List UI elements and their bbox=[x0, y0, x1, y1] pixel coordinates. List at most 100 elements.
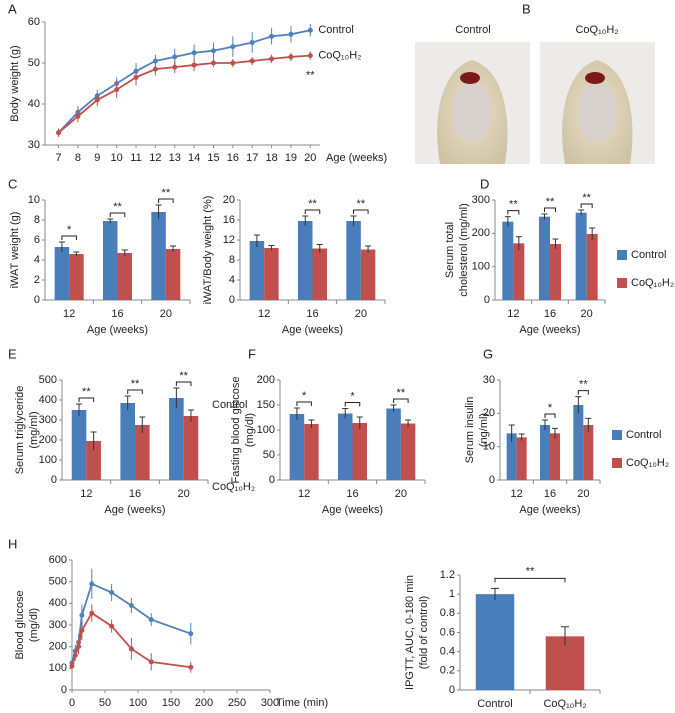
bracket bbox=[577, 390, 589, 395]
legend-swatch bbox=[617, 278, 627, 288]
panel-letter: E bbox=[8, 346, 17, 361]
panel-letter: F bbox=[248, 346, 256, 361]
point bbox=[191, 62, 197, 68]
bracket bbox=[78, 397, 95, 402]
y-tick-label: 2 bbox=[34, 274, 40, 286]
x-tick-label: 16 bbox=[544, 488, 556, 500]
x-tick-label: 12 bbox=[258, 308, 270, 320]
bar bbox=[289, 414, 305, 480]
y-tick-label: 30 bbox=[483, 374, 495, 386]
bracket bbox=[353, 209, 369, 214]
significance: ** bbox=[113, 201, 122, 213]
significance: ** bbox=[179, 370, 188, 382]
point bbox=[307, 53, 313, 59]
annotation: ** bbox=[306, 70, 315, 82]
x-tick-label: 12 bbox=[149, 152, 161, 164]
bracket bbox=[544, 207, 556, 212]
bar bbox=[502, 221, 514, 300]
bar bbox=[539, 216, 550, 300]
y-tick-label: 10 bbox=[28, 194, 40, 206]
y-tick-label: 100 bbox=[39, 454, 57, 466]
point bbox=[89, 581, 95, 587]
y-tick-label: 400 bbox=[39, 394, 57, 406]
series-line bbox=[57, 29, 311, 134]
x-tick-label: 20 bbox=[178, 488, 190, 500]
series-label: Control bbox=[212, 399, 247, 411]
photo bbox=[540, 42, 655, 164]
point bbox=[94, 97, 100, 103]
y-tick-label: 4 bbox=[34, 254, 40, 266]
bar bbox=[386, 408, 401, 480]
bracket bbox=[127, 389, 143, 394]
x-tick-label: 20 bbox=[304, 152, 316, 164]
y-tick-label: 10 bbox=[483, 441, 495, 453]
bracket bbox=[494, 577, 566, 583]
point bbox=[79, 612, 85, 618]
y-tick-label: 12 bbox=[223, 234, 235, 246]
legend-label: Control bbox=[631, 249, 666, 261]
panel-letter: C bbox=[8, 176, 17, 191]
panel-letter: H bbox=[8, 536, 17, 551]
significance: ** bbox=[526, 565, 535, 577]
point bbox=[114, 87, 120, 93]
bracket bbox=[61, 235, 77, 240]
bracket bbox=[296, 401, 312, 406]
point bbox=[188, 631, 194, 637]
bracket bbox=[158, 198, 174, 203]
significance: ** bbox=[82, 386, 91, 398]
point bbox=[230, 44, 236, 50]
bracket bbox=[344, 402, 361, 407]
significance: ** bbox=[131, 378, 140, 390]
significance: ** bbox=[546, 196, 555, 208]
series-label: CoQ₁₀H₂ bbox=[318, 50, 361, 62]
x-tick-label: 15 bbox=[207, 152, 219, 164]
x-tick-label: 13 bbox=[169, 152, 181, 164]
y-tick-label: 30 bbox=[28, 139, 40, 151]
legend-label: CoQ₁₀H₂ bbox=[631, 277, 674, 289]
bar bbox=[312, 248, 327, 300]
y-tick-label: 50 bbox=[263, 449, 275, 461]
point bbox=[152, 66, 158, 72]
bar bbox=[304, 424, 319, 480]
series-label: CoQ₁₀H₂ bbox=[212, 481, 255, 493]
point bbox=[72, 652, 78, 658]
y-tick-label: 40 bbox=[28, 98, 40, 110]
y-tick-label: 0.6 bbox=[440, 626, 455, 638]
y-axis-label: Fasting blood glucose bbox=[230, 376, 242, 483]
point bbox=[133, 74, 139, 80]
x-tick-label: 7 bbox=[55, 152, 61, 164]
y-tick-label: 400 bbox=[49, 597, 67, 609]
bar bbox=[117, 253, 132, 300]
bar bbox=[54, 247, 70, 300]
x-tick-label: 12 bbox=[507, 308, 519, 320]
point bbox=[249, 40, 255, 45]
x-tick-label: 16 bbox=[346, 488, 358, 500]
point bbox=[307, 27, 313, 33]
x-tick-label: 250 bbox=[228, 697, 246, 709]
point bbox=[89, 610, 95, 616]
bar bbox=[69, 254, 84, 300]
bar bbox=[165, 249, 181, 300]
y-tick-label: 4 bbox=[229, 274, 235, 286]
significance: * bbox=[67, 224, 72, 236]
y-axis-label: (ng/ml) bbox=[478, 413, 490, 447]
y-tick-label: 0 bbox=[61, 684, 67, 696]
y-tick-label: 300 bbox=[472, 194, 490, 206]
point bbox=[128, 646, 134, 652]
bracket bbox=[544, 413, 556, 418]
bar bbox=[583, 425, 594, 480]
y-tick-label: 20 bbox=[223, 194, 235, 206]
panel-letter: D bbox=[480, 176, 489, 191]
bar bbox=[475, 594, 515, 690]
x-tick-label: 18 bbox=[265, 152, 277, 164]
y-tick-label: 60 bbox=[28, 16, 40, 28]
bar bbox=[120, 403, 135, 480]
y-axis-label: IPGTT, AUC, 0-180 min bbox=[404, 575, 416, 690]
point bbox=[128, 603, 134, 608]
y-tick-label: 0 bbox=[484, 294, 490, 306]
point bbox=[148, 617, 154, 623]
bar bbox=[400, 423, 416, 480]
x-axis-label: Age (weeks) bbox=[519, 504, 580, 516]
y-tick-label: 100 bbox=[49, 662, 67, 674]
x-axis-label: Age (weeks) bbox=[519, 324, 580, 336]
